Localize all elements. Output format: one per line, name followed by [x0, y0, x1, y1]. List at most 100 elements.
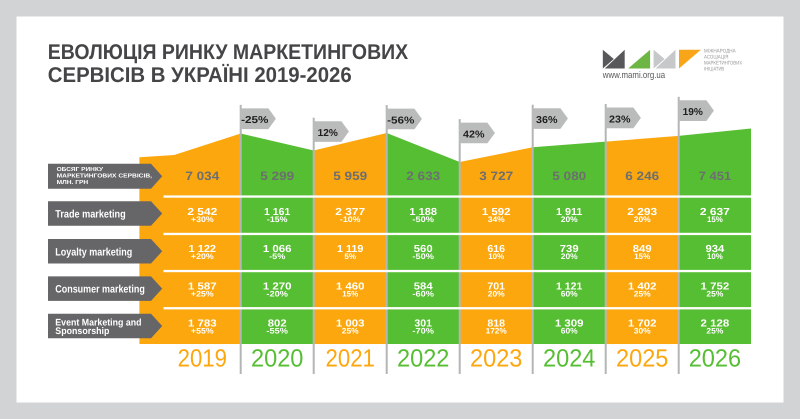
svg-text:1 587: 1 587 — [188, 281, 217, 292]
svg-text:2019: 2019 — [178, 345, 227, 373]
svg-text:20%: 20% — [488, 289, 505, 298]
svg-text:172%: 172% — [486, 326, 507, 335]
svg-text:818: 818 — [487, 318, 505, 329]
svg-text:5%: 5% — [344, 252, 356, 261]
svg-text:-15%: -15% — [267, 215, 288, 224]
svg-text:1 161: 1 161 — [264, 207, 291, 218]
svg-text:-50%: -50% — [412, 215, 434, 224]
svg-text:-55%: -55% — [266, 326, 288, 335]
svg-text:1 592: 1 592 — [482, 207, 511, 218]
svg-text:МІЖНАРОДНА: МІЖНАРОДНА — [704, 48, 736, 54]
svg-text:1 121: 1 121 — [556, 281, 583, 292]
svg-text:25%: 25% — [706, 326, 723, 335]
svg-text:2 128: 2 128 — [701, 318, 730, 329]
svg-text:42%: 42% — [463, 129, 485, 140]
svg-text:2026: 2026 — [689, 345, 741, 373]
svg-text:www.mami.org.ua: www.mami.org.ua — [602, 70, 666, 81]
svg-text:5 080: 5 080 — [552, 169, 586, 183]
svg-text:2 637: 2 637 — [700, 207, 730, 218]
svg-text:60%: 60% — [561, 326, 578, 335]
svg-text:СЕРВІСІВ В УКРАЇНІ 2019-2026: СЕРВІСІВ В УКРАЇНІ 2019-2026 — [48, 63, 352, 87]
svg-text:23%: 23% — [609, 114, 631, 125]
svg-text:20%: 20% — [561, 252, 578, 261]
svg-text:+20%: +20% — [191, 252, 214, 261]
svg-text:1 119: 1 119 — [337, 244, 364, 255]
svg-text:701: 701 — [487, 281, 505, 292]
svg-text:2 633: 2 633 — [406, 169, 440, 183]
svg-text:-20%: -20% — [266, 289, 288, 298]
svg-text:1 270: 1 270 — [263, 281, 292, 292]
svg-text:2023: 2023 — [470, 345, 522, 373]
svg-text:301: 301 — [414, 318, 432, 329]
svg-text:ІНІЦІАТИВ: ІНІЦІАТИВ — [704, 66, 725, 72]
svg-text:МАРКЕТИНГОВИХ СЕРВІСІВ,: МАРКЕТИНГОВИХ СЕРВІСІВ, — [57, 172, 153, 179]
svg-text:10%: 10% — [488, 252, 504, 261]
svg-text:1 752: 1 752 — [701, 281, 730, 292]
svg-text:12%: 12% — [318, 128, 338, 139]
svg-text:Sponsorship: Sponsorship — [55, 326, 109, 337]
svg-text:739: 739 — [560, 244, 579, 255]
svg-text:АСОЦІАЦІЯ: АСОЦІАЦІЯ — [704, 54, 729, 60]
svg-text:849: 849 — [633, 244, 652, 255]
svg-text:-60%: -60% — [412, 289, 434, 298]
svg-text:934: 934 — [706, 244, 725, 255]
svg-text:584: 584 — [414, 281, 433, 292]
svg-text:560: 560 — [414, 244, 433, 255]
svg-text:+55%: +55% — [191, 326, 214, 335]
svg-text:7 034: 7 034 — [185, 169, 219, 183]
svg-text:60%: 60% — [561, 289, 578, 298]
svg-text:1 309: 1 309 — [555, 318, 584, 329]
svg-text:15%: 15% — [707, 215, 723, 224]
svg-text:2 377: 2 377 — [335, 207, 365, 218]
svg-text:6 246: 6 246 — [625, 169, 659, 183]
svg-text:2021: 2021 — [326, 345, 375, 373]
svg-text:616: 616 — [487, 244, 505, 255]
svg-text:ЕВОЛЮЦІЯ РИНКУ МАРКЕТИНГОВИХ: ЕВОЛЮЦІЯ РИНКУ МАРКЕТИНГОВИХ — [48, 40, 409, 64]
svg-text:-10%: -10% — [340, 215, 361, 224]
svg-text:ОБСЯГ РИНКУ: ОБСЯГ РИНКУ — [57, 166, 104, 173]
svg-text:1 911: 1 911 — [556, 207, 583, 218]
svg-text:3 727: 3 727 — [479, 169, 513, 183]
svg-text:20%: 20% — [561, 215, 578, 224]
svg-text:-56%: -56% — [387, 115, 414, 126]
svg-text:-50%: -50% — [412, 252, 434, 261]
svg-text:5 299: 5 299 — [260, 169, 294, 183]
svg-text:30%: 30% — [634, 326, 651, 335]
svg-text:МАРКЕТИНГОВИХ: МАРКЕТИНГОВИХ — [704, 60, 743, 66]
svg-text:Loyalty marketing: Loyalty marketing — [55, 246, 132, 258]
svg-text:-25%: -25% — [241, 115, 268, 126]
svg-text:802: 802 — [268, 318, 287, 329]
svg-text:1 460: 1 460 — [336, 281, 365, 292]
svg-text:+25%: +25% — [191, 289, 214, 298]
svg-text:1 003: 1 003 — [336, 318, 365, 329]
svg-text:2024: 2024 — [543, 345, 596, 373]
svg-text:19%: 19% — [683, 107, 703, 118]
svg-text:25%: 25% — [706, 289, 723, 298]
svg-text:-70%: -70% — [412, 326, 434, 335]
svg-text:1 188: 1 188 — [409, 207, 437, 218]
svg-text:1 702: 1 702 — [628, 318, 657, 329]
svg-text:МЛН. ГРН: МЛН. ГРН — [57, 180, 89, 186]
svg-text:1 783: 1 783 — [188, 318, 217, 329]
svg-text:2025: 2025 — [616, 345, 668, 373]
svg-text:2 542: 2 542 — [187, 207, 217, 218]
svg-text:Trade marketing: Trade marketing — [55, 209, 125, 221]
svg-text:2 293: 2 293 — [627, 207, 657, 218]
svg-text:2020: 2020 — [251, 345, 303, 373]
svg-text:7 451: 7 451 — [699, 169, 732, 183]
svg-text:1 122: 1 122 — [189, 244, 217, 255]
svg-text:2022: 2022 — [397, 345, 449, 373]
svg-text:5 959: 5 959 — [333, 169, 367, 183]
svg-text:-5%: -5% — [269, 252, 285, 261]
svg-text:Consumer marketing: Consumer marketing — [55, 284, 145, 296]
svg-text:34%: 34% — [488, 215, 505, 224]
svg-text:Event Marketing and: Event Marketing and — [55, 318, 141, 329]
svg-text:10%: 10% — [707, 252, 723, 261]
svg-text:25%: 25% — [634, 289, 651, 298]
svg-text:15%: 15% — [342, 289, 358, 298]
svg-text:1 066: 1 066 — [263, 244, 292, 255]
svg-text:36%: 36% — [536, 115, 558, 126]
svg-text:+30%: +30% — [191, 215, 214, 224]
svg-text:25%: 25% — [342, 326, 359, 335]
svg-text:15%: 15% — [634, 252, 650, 261]
